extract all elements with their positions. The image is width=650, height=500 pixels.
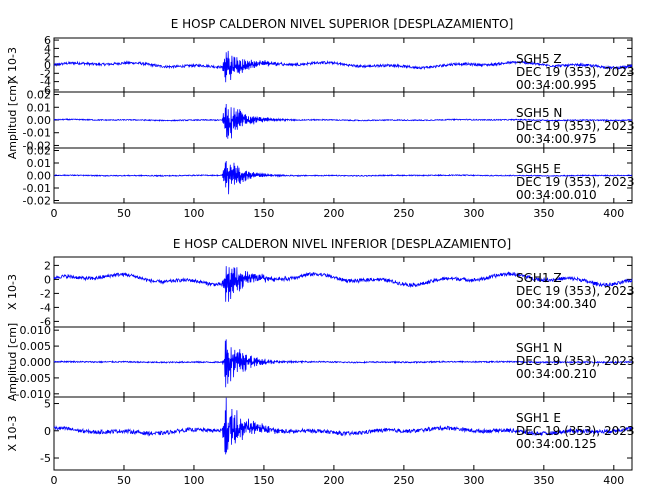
x-tick-label: 400 <box>603 474 624 487</box>
y-tick-label: -0.010 <box>16 388 51 401</box>
y-tick-label: 0.02 <box>27 89 52 102</box>
station-info-line: SGH5 Z <box>516 52 562 66</box>
y-axis-label: Amplitud [cm] <box>6 323 19 401</box>
station-info-line: 00:34:00.995 <box>516 78 597 92</box>
station-info-line: SGH1 N <box>516 341 562 355</box>
y-tick-label: 0.005 <box>20 340 52 353</box>
station-info-line: DEC 19 (353), 2023 <box>516 354 635 368</box>
station-info-line: SGH1 E <box>516 411 561 425</box>
x-tick-label: 350 <box>533 207 554 220</box>
y-tick-label: 0.00 <box>27 170 52 183</box>
x-tick-label: 350 <box>533 474 554 487</box>
station-info-line: DEC 19 (353), 2023 <box>516 284 635 298</box>
trace-line-e <box>53 397 633 455</box>
x-tick-label: 50 <box>117 207 131 220</box>
trace-line-n <box>53 103 633 139</box>
y-tick-label: -2 <box>40 67 51 80</box>
y-tick-label: 0.010 <box>20 324 52 337</box>
y-tick-label: 0.00 <box>27 114 52 127</box>
y-tick-label: 0.01 <box>27 157 52 170</box>
station-info-line: DEC 19 (353), 2023 <box>516 424 635 438</box>
y-tick-label: 0.02 <box>27 145 52 158</box>
y-tick-label: -0.01 <box>23 182 51 195</box>
station-info-line: 00:34:00.340 <box>516 297 597 311</box>
y-axis-label: X 10-3 <box>6 274 19 310</box>
trace-line-z <box>53 50 633 83</box>
x-tick-label: 300 <box>463 474 484 487</box>
station-info-line: SGH5 N <box>516 106 562 120</box>
y-tick-label: 2 <box>44 259 51 272</box>
x-tick-label: 0 <box>51 474 58 487</box>
y-tick-label: 6 <box>44 34 51 47</box>
y-tick-label: -4 <box>40 301 51 314</box>
x-tick-label: 250 <box>393 207 414 220</box>
x-tick-label: 100 <box>183 474 204 487</box>
station-info-line: 00:34:00.125 <box>516 437 597 451</box>
y-axis-label: X 10-3 <box>6 416 19 452</box>
y-axis-label: X 10-3 <box>6 47 19 83</box>
station-info-line: 00:34:00.010 <box>516 188 597 202</box>
x-tick-label: 100 <box>183 207 204 220</box>
y-tick-label: 0.01 <box>27 101 52 114</box>
y-tick-label: 0 <box>44 273 51 286</box>
station-info-line: SGH5 E <box>516 162 561 176</box>
x-tick-label: 400 <box>603 207 624 220</box>
y-tick-label: -5 <box>40 452 51 465</box>
trace-line-z <box>53 266 633 302</box>
y-tick-label: -6 <box>40 315 51 328</box>
y-tick-label: 4 <box>44 42 51 55</box>
y-tick-label: -4 <box>40 76 51 89</box>
y-tick-label: -0.005 <box>16 372 51 385</box>
y-tick-label: -0.02 <box>23 195 51 208</box>
x-tick-label: 150 <box>253 474 274 487</box>
y-tick-label: 0 <box>44 425 51 438</box>
y-tick-label: -6 <box>40 84 51 97</box>
lower-chart-title: E HOSP CALDERON NIVEL INFERIOR [DESPLAZA… <box>173 237 511 251</box>
trace-line-e <box>53 160 633 195</box>
x-tick-label: 200 <box>323 207 344 220</box>
x-tick-label: 0 <box>51 207 58 220</box>
panel-frame <box>53 396 633 471</box>
y-tick-label: 5 <box>44 398 51 411</box>
y-tick-label: -0.01 <box>23 127 51 140</box>
upper-chart-title: E HOSP CALDERON NIVEL SUPERIOR [DESPLAZA… <box>171 17 514 31</box>
station-info-line: DEC 19 (353), 2023 <box>516 119 635 133</box>
y-tick-label: -2 <box>40 287 51 300</box>
y-tick-label: -0.02 <box>23 139 51 152</box>
x-tick-label: 300 <box>463 207 484 220</box>
y-tick-label: 0 <box>44 59 51 72</box>
x-tick-label: 200 <box>323 474 344 487</box>
y-tick-label: 2 <box>44 51 51 64</box>
y-axis-label: Amplitud [cm] <box>6 81 19 159</box>
x-tick-label: 150 <box>253 207 274 220</box>
station-info-line: DEC 19 (353), 2023 <box>516 65 635 79</box>
station-info-line: SGH1 Z <box>516 271 562 285</box>
y-tick-label: 0.000 <box>20 356 52 369</box>
station-info-line: 00:34:00.210 <box>516 367 597 381</box>
x-tick-label: 50 <box>117 474 131 487</box>
trace-line-n <box>53 339 633 388</box>
x-tick-label: 250 <box>393 474 414 487</box>
station-info-line: 00:34:00.975 <box>516 132 597 146</box>
station-info-line: DEC 19 (353), 2023 <box>516 175 635 189</box>
